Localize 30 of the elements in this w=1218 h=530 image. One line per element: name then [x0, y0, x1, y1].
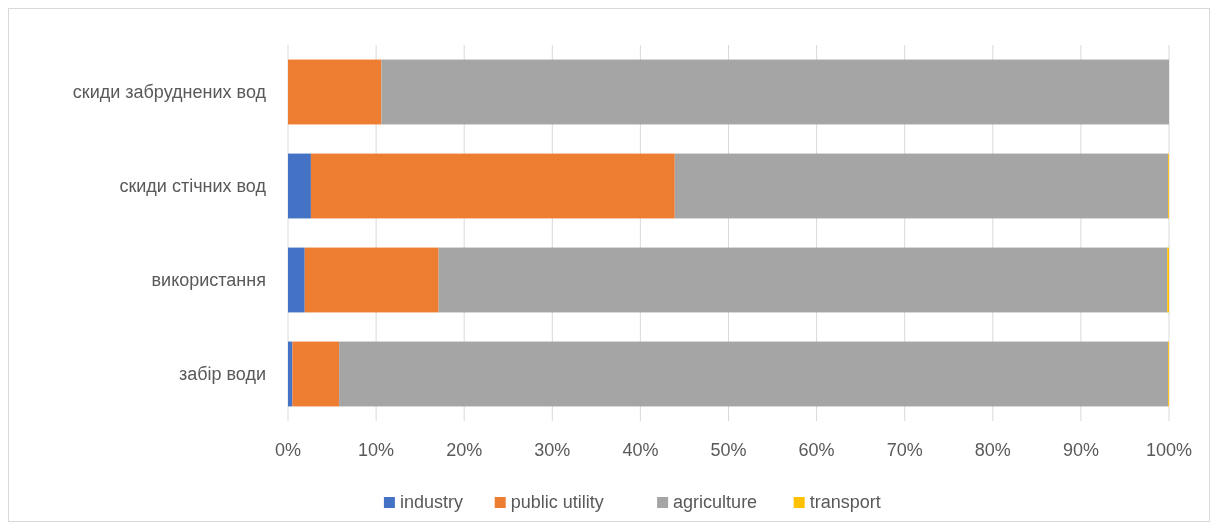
x-tick-label: 90% — [1062, 440, 1099, 460]
bar — [292, 341, 340, 407]
bar — [674, 153, 1169, 219]
legend-label: transport — [809, 492, 881, 512]
x-tick-label: 80% — [974, 440, 1011, 460]
x-tick-label: 20% — [446, 440, 483, 460]
x-tick-label: 30% — [534, 440, 571, 460]
bar — [310, 153, 675, 219]
y-tick-label: використання — [151, 270, 266, 290]
x-tick-label: 60% — [798, 440, 835, 460]
bar — [288, 59, 382, 125]
y-tick-label: скиди стічних вод — [119, 176, 267, 196]
bar — [288, 247, 305, 313]
y-tick-label: забір води — [178, 364, 266, 384]
bar — [438, 247, 1168, 313]
x-tick-label: 10% — [358, 440, 395, 460]
x-tick-label: 100% — [1145, 440, 1193, 460]
y-tick-label: скиди забруднених вод — [72, 82, 267, 102]
bar — [381, 59, 1169, 125]
bar — [288, 153, 311, 219]
x-tick-label: 40% — [622, 440, 659, 460]
legend-label: agriculture — [673, 492, 758, 512]
x-tick-label: 0% — [274, 440, 302, 460]
bar — [288, 341, 293, 407]
bar — [339, 341, 1169, 407]
x-tick-label: 50% — [710, 440, 747, 460]
legend-label: industry — [399, 492, 463, 512]
legend-label: public utility — [510, 492, 604, 512]
x-tick-label: 70% — [886, 440, 923, 460]
bar — [304, 247, 439, 313]
